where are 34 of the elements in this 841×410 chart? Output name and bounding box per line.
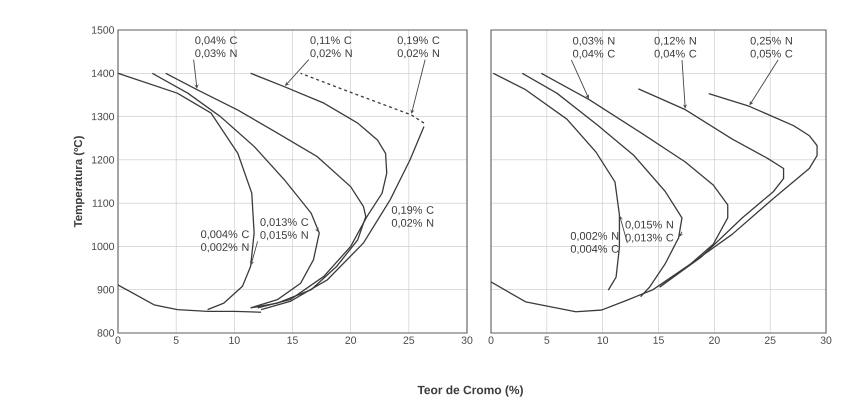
y-axis-title: Temperatura (ºC) — [74, 136, 84, 228]
y-tick-label: 1000 — [92, 242, 114, 250]
text: 0,04% C 0,03% N — [195, 36, 238, 58]
y-tick-label: 1100 — [92, 199, 114, 207]
x-tick-label: 15 — [287, 336, 298, 344]
x-axis-title: Teor de Cromo (%) — [418, 385, 523, 397]
text: 0,25% N 0,05% C — [750, 36, 792, 59]
x-tick-label: 0 — [116, 336, 120, 344]
y-tick-label: 1400 — [92, 70, 114, 77]
x-tick-label: 20 — [345, 336, 356, 344]
x-tick-label: 5 — [174, 336, 179, 344]
text: 0,03% N 0,04% C — [573, 36, 615, 59]
x-tick-label: 0 — [488, 336, 494, 344]
text: 0,11% C 0,02% N — [310, 36, 352, 58]
y-tick-label: 800 — [97, 329, 114, 337]
x-tick-label: 15 — [653, 336, 664, 344]
legend-label: 0,013% C 0,015% N — [260, 218, 308, 240]
text: 0,12% N 0,04% C — [654, 36, 696, 59]
x-tick-label: 20 — [709, 336, 720, 344]
x-tick-label: 30 — [820, 336, 832, 344]
y-tick-label: 1300 — [92, 112, 114, 120]
x-tick-label: 10 — [229, 336, 240, 344]
y-tick-label: 900 — [98, 286, 114, 294]
x-tick-label: 25 — [764, 336, 776, 344]
x-tick-label: 30 — [462, 336, 472, 344]
y-tick-label: 1500 — [92, 26, 114, 34]
x-tick-label: 5 — [544, 336, 550, 344]
x-tick-label: 25 — [404, 336, 414, 344]
x-tick-label: 10 — [598, 336, 608, 344]
series-label: 0,19% C 0,02% N — [392, 206, 434, 228]
legend-label: 0,002% N 0,004% C — [570, 232, 619, 254]
y-tick-label: 1200 — [92, 156, 114, 164]
series-label: 0,004% C 0,002% N — [201, 230, 249, 252]
text: 0,19% C 0,02% N — [398, 36, 440, 58]
